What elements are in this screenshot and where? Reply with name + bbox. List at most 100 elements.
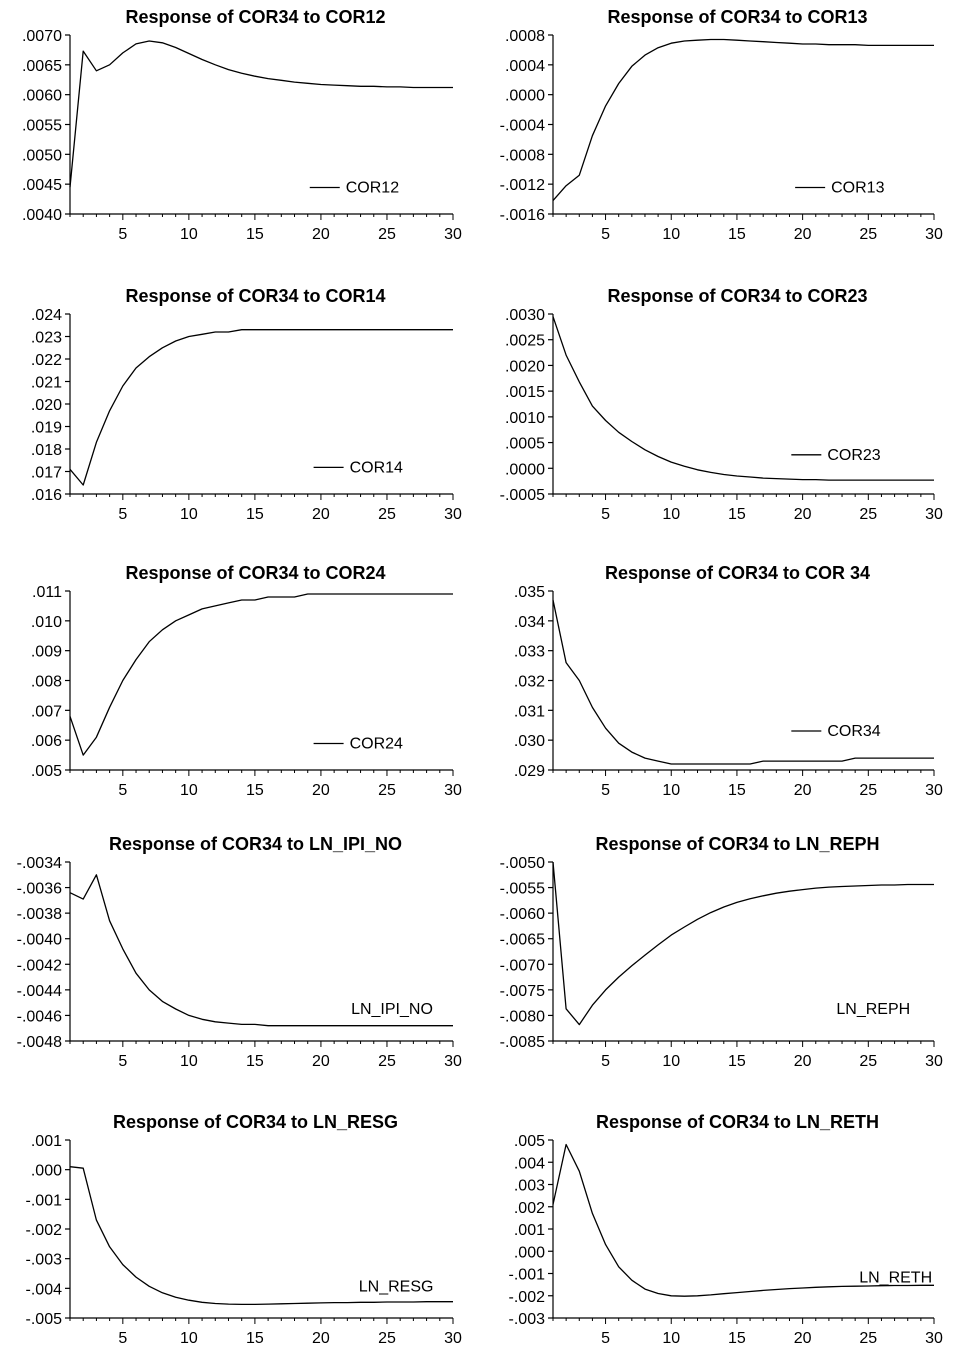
legend-label: COR34 [827, 723, 880, 740]
axis-frame [552, 314, 934, 495]
chart-title: Response of COR34 to COR14 [125, 286, 385, 306]
y-tick-label: .0055 [22, 118, 62, 135]
y-tick-label: .011 [32, 584, 62, 601]
x-tick-label: 25 [378, 1330, 396, 1347]
y-tick-label: -.0060 [500, 906, 545, 923]
y-tick-label: -.0016 [500, 207, 545, 224]
y-tick-label: -.002 [509, 1289, 546, 1306]
y-tick-label: .000 [514, 1244, 545, 1261]
legend-label: LN_IPI_NO [351, 1001, 433, 1018]
chart-ln-reth: Response of COR34 to LN_RETH .005 .004 .003… [483, 1105, 956, 1348]
legend-label: COR24 [350, 736, 403, 753]
y-tick-label: -.003 [509, 1311, 546, 1328]
x-tick-label: 30 [925, 226, 943, 243]
chart-cor23: Response of COR34 to COR23 .0030 .0025 .002… [483, 279, 956, 524]
series-line [552, 316, 934, 481]
y-tick-label: .003 [514, 1178, 545, 1195]
y-tick-label: .018 [31, 442, 62, 459]
y-tick-label: .032 [514, 674, 545, 691]
y-tick-label: .005 [514, 1133, 545, 1150]
chart-cor24: Response of COR34 to COR24 .011 .010 .009 .0… [0, 556, 475, 800]
series-line [69, 593, 453, 756]
x-tick-label: 10 [662, 1053, 680, 1070]
x-tick-label: 30 [444, 1330, 462, 1347]
chart-svg: Response of COR34 to LN_RESG .001 .000 -.00… [26, 1112, 462, 1347]
chart-cor12: Response of COR34 to COR12 .0070 .0065 .006… [0, 0, 475, 244]
y-tick-label: -.002 [26, 1222, 63, 1239]
x-tick-label: 10 [180, 226, 198, 243]
y-tick-label: .0050 [22, 147, 62, 164]
x-tick-label: 10 [180, 1053, 198, 1070]
y-tick-label: .0005 [505, 436, 545, 453]
y-tick-label: -.0085 [500, 1034, 545, 1051]
x-tick-label: 15 [728, 506, 746, 523]
chart-title: Response of COR34 to COR24 [125, 563, 385, 583]
x-tick-label: 5 [601, 1330, 610, 1347]
y-tick-label: .0045 [22, 177, 62, 194]
chart-svg: Response of COR34 to COR14 .024 .023 .022 .0… [31, 286, 462, 523]
x-tick-label: 5 [601, 506, 610, 523]
y-tick-label: .002 [514, 1200, 545, 1217]
y-tick-label: .008 [31, 674, 62, 691]
x-tick-label: 5 [601, 226, 610, 243]
x-tick-label: 15 [246, 1053, 264, 1070]
x-tick-label: 5 [118, 1330, 127, 1347]
chart-ln-reph: Response of COR34 to LN_REPH -.0050 -.0055… [483, 827, 956, 1071]
chart-cor34: Response of COR34 to COR 34 .035 .034 .033.… [483, 556, 956, 800]
chart-svg: Response of COR34 to COR12 .0070 .0065 .006… [22, 7, 462, 243]
x-tick-label: 10 [662, 782, 680, 799]
x-tick-label: 5 [601, 1053, 610, 1070]
y-tick-label: .001 [514, 1222, 545, 1239]
series-line [69, 40, 453, 188]
legend-label: COR12 [346, 180, 399, 197]
y-tick-label: .019 [31, 420, 62, 437]
y-tick-label: -.0065 [500, 932, 545, 949]
y-tick-label: -.0046 [17, 1008, 62, 1025]
y-tick-label: -.0070 [500, 957, 545, 974]
axis-frame [552, 1140, 934, 1319]
x-tick-label: 20 [794, 1330, 812, 1347]
chart-svg: Response of COR34 to COR24 .011 .010 .009 .0… [31, 563, 462, 799]
series-line [69, 874, 453, 1027]
x-tick-label: 10 [662, 1330, 680, 1347]
x-tick-label: 30 [444, 506, 462, 523]
legend-label: COR23 [827, 447, 880, 464]
x-tick-label: 10 [662, 506, 680, 523]
y-tick-label: .0030 [505, 307, 545, 324]
y-tick-label: .009 [31, 644, 62, 661]
y-tick-label: -.0034 [17, 855, 62, 872]
x-tick-label: 25 [859, 226, 877, 243]
y-tick-label: -.004 [26, 1281, 63, 1298]
y-tick-label: .0004 [505, 58, 545, 75]
y-tick-label: .0040 [22, 207, 62, 224]
x-tick-label: 15 [246, 782, 264, 799]
y-tick-label: .006 [31, 733, 62, 750]
x-tick-label: 15 [728, 782, 746, 799]
series-line [552, 861, 934, 1026]
legend-label: LN_RESG [359, 1278, 434, 1295]
chart-cor14: Response of COR34 to COR14 .024 .023 .022 .0… [0, 279, 475, 524]
x-tick-label: 30 [444, 1053, 462, 1070]
y-tick-label: -.0040 [17, 932, 62, 949]
y-tick-label: .031 [514, 703, 545, 720]
x-tick-label: 25 [378, 506, 396, 523]
y-tick-label: .024 [31, 307, 62, 324]
x-tick-label: 30 [925, 1330, 943, 1347]
chart-title: Response of COR34 to COR23 [607, 286, 867, 306]
x-tick-label: 20 [312, 1053, 330, 1070]
y-tick-label: .0060 [22, 88, 62, 105]
series-line [552, 599, 934, 765]
legend-label: COR14 [350, 459, 403, 476]
chart-title: Response of COR34 to COR13 [607, 7, 867, 27]
y-tick-label: .007 [31, 703, 62, 720]
x-tick-label: 5 [118, 226, 127, 243]
y-tick-label: -.0044 [17, 983, 62, 1000]
y-tick-label: -.003 [26, 1252, 63, 1269]
x-tick-label: 30 [925, 506, 943, 523]
y-tick-label: .029 [514, 763, 545, 780]
y-tick-label: .0010 [505, 410, 545, 427]
y-tick-label: .0025 [505, 333, 545, 350]
y-tick-label: .001 [31, 1133, 62, 1150]
series-line [69, 329, 453, 486]
y-tick-label: .005 [31, 763, 62, 780]
